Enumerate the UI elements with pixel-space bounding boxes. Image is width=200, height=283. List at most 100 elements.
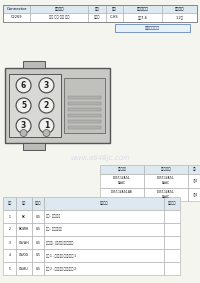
Bar [164,249,180,262]
Bar [123,13,162,22]
Text: 路向: 路向 [193,168,197,171]
Text: 5: 5 [21,101,26,110]
Bar [100,174,144,188]
Bar [106,5,123,13]
Bar [164,262,180,275]
Text: 信号输出 - 关闭/锁定 门锁开关信号: 信号输出 - 关闭/锁定 门锁开关信号 [46,241,73,245]
Bar [3,262,16,275]
Text: 电源 - 开关供电源: 电源 - 开关供电源 [46,215,60,218]
Bar [68,113,101,117]
Bar [32,262,44,275]
Bar [44,249,164,262]
Bar [164,236,180,249]
Text: 前部 电动 尾门 开关: 前部 电动 尾门 开关 [49,16,69,20]
Bar [144,188,188,201]
Bar [16,262,32,275]
Text: 0.5: 0.5 [36,215,40,218]
Circle shape [43,130,50,136]
Bar [16,210,32,223]
Bar [32,197,44,210]
Text: 接地 - 开关接地回路: 接地 - 开关接地回路 [46,228,62,231]
Bar [3,249,16,262]
Text: GN/OG: GN/OG [19,254,29,258]
Text: 截面积: 截面积 [35,201,41,205]
Text: 5: 5 [8,267,10,271]
Bar [3,5,30,13]
Bar [23,143,45,150]
Text: 0.5: 0.5 [36,241,40,245]
Bar [3,223,16,236]
Bar [3,210,16,223]
Text: 零件名称: 零件名称 [55,7,64,11]
Bar [44,262,164,275]
Circle shape [20,130,27,136]
Text: 插件图片: 插件图片 [175,7,184,11]
Text: 线束: 线束 [112,7,117,11]
Text: 信号 1 - 电动尾门开 关闭开关信号 1: 信号 1 - 电动尾门开 关闭开关信号 1 [46,254,76,258]
Bar [100,188,144,201]
Text: www.a848jc.com: www.a848jc.com [70,155,130,161]
Bar [115,24,190,32]
Bar [32,210,44,223]
Bar [44,210,164,223]
Bar [164,197,180,210]
Text: 电路功能: 电路功能 [100,201,108,205]
Text: C-HS: C-HS [110,16,119,20]
Bar [5,68,110,143]
Text: 0.5: 0.5 [36,228,40,231]
Bar [44,223,164,236]
Bar [16,236,32,249]
Text: GN/BU: GN/BU [19,267,29,271]
Bar [188,165,200,174]
Bar [16,249,32,262]
Text: Connector: Connector [6,7,27,11]
Bar [3,236,16,249]
Bar [164,210,180,223]
Text: 线路图号: 线路图号 [168,201,176,205]
Text: 插接器零件号: 插接器零件号 [161,168,171,171]
Bar [16,197,32,210]
Text: 1: 1 [44,121,49,130]
Text: 3蘄4: 3蘄4 [192,192,198,196]
Text: 备品零件号: 备品零件号 [137,7,149,11]
Circle shape [16,118,31,133]
Bar [162,13,197,22]
Text: 3: 3 [44,81,49,90]
Circle shape [39,78,54,93]
Bar [188,188,200,201]
Text: 4: 4 [9,254,10,258]
Bar [3,5,197,22]
Text: DU5T-14A74-AB: DU5T-14A74-AB [111,190,133,199]
Bar [44,197,164,210]
Bar [32,249,44,262]
Text: 线色: 线色 [22,201,26,205]
Text: DU5T-14A74-
DA#C: DU5T-14A74- DA#C [157,190,175,199]
Bar [164,223,180,236]
Bar [16,223,32,236]
Circle shape [16,78,31,93]
Bar [32,223,44,236]
Bar [68,102,101,105]
Text: 2: 2 [44,101,49,110]
Bar [44,236,164,249]
Text: 2: 2 [9,228,10,231]
Text: 针脚: 针脚 [7,201,12,205]
Bar [100,165,144,174]
Text: GN/WH: GN/WH [19,241,29,245]
Bar [144,174,188,188]
Text: 部分7.6: 部分7.6 [138,16,148,20]
Bar [88,13,106,22]
Bar [32,236,44,249]
Text: 路向: 路向 [95,7,99,11]
Bar [162,5,197,13]
Text: 1: 1 [9,215,10,218]
Bar [23,61,45,68]
Text: 插件端子排列: 插件端子排列 [145,26,160,30]
Circle shape [16,98,31,113]
Text: 3蘄4: 3蘄4 [192,179,198,183]
Bar [68,125,101,129]
Bar [144,165,188,174]
Bar [30,5,88,13]
Circle shape [39,98,54,113]
Bar [106,13,123,22]
